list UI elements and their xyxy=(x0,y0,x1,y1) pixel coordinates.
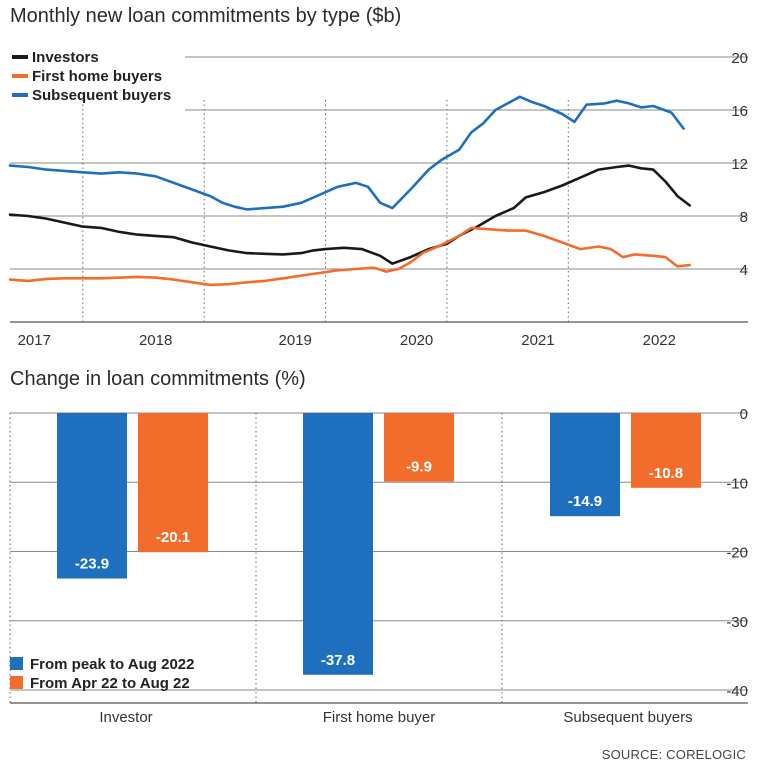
bar-y-tick-label: -30 xyxy=(726,614,748,631)
bar-first_home xyxy=(138,413,208,553)
bar-subsequent xyxy=(57,413,127,579)
bar-first_home xyxy=(631,413,701,488)
bar-y-tick-label: -20 xyxy=(726,545,748,562)
bar-y-tick-label: -10 xyxy=(726,475,748,492)
bar-data-label: -9.9 xyxy=(406,459,432,476)
bar-subsequent xyxy=(303,413,373,675)
bar-y-tick-label: -40 xyxy=(726,683,748,700)
x-tick-label: 2020 xyxy=(400,332,433,349)
bar-first_home xyxy=(384,413,454,482)
category-label: Investor xyxy=(99,709,152,726)
source-note: SOURCE: CORELOGIC xyxy=(601,747,746,762)
bar-legend-label: From Apr 22 to Aug 22 xyxy=(30,675,190,692)
bar-y-tick-label: 0 xyxy=(740,406,748,423)
category-label: Subsequent buyers xyxy=(563,709,692,726)
y-tick-label: 4 xyxy=(740,262,748,279)
bar-chart-title: Change in loan commitments (%) xyxy=(10,368,306,390)
bar-data-label: -23.9 xyxy=(75,556,109,573)
x-tick-label: 2021 xyxy=(521,332,554,349)
y-tick-label: 16 xyxy=(731,103,748,120)
y-tick-label: 20 xyxy=(731,50,748,67)
bar-subsequent xyxy=(550,413,620,517)
bar-data-label: -20.1 xyxy=(156,529,190,546)
y-tick-label: 12 xyxy=(731,156,748,173)
bar-data-label: -10.8 xyxy=(649,465,683,482)
bar-legend-swatch-subsequent xyxy=(10,657,23,670)
x-tick-label: 2017 xyxy=(18,332,51,349)
x-tick-label: 2018 xyxy=(139,332,172,349)
legend-label-first_home: First home buyers xyxy=(32,68,162,85)
series-line-investors xyxy=(8,164,691,265)
bar-data-label: -14.9 xyxy=(568,493,602,510)
category-label: First home buyer xyxy=(323,709,436,726)
x-tick-label: 2019 xyxy=(279,332,312,349)
y-tick-label: 8 xyxy=(740,209,748,226)
series-line-subsequent xyxy=(8,95,685,211)
series-line-first_home xyxy=(8,226,691,287)
line-chart-title: Monthly new loan commitments by type ($b… xyxy=(10,5,402,27)
bar-legend-swatch-first_home xyxy=(10,676,23,689)
legend-label-subsequent: Subsequent buyers xyxy=(32,87,171,104)
x-tick-label: 2022 xyxy=(643,332,676,349)
legend-label-investors: Investors xyxy=(32,49,99,66)
bar-legend-label: From peak to Aug 2022 xyxy=(30,656,195,673)
bar-data-label: -37.8 xyxy=(321,652,355,669)
